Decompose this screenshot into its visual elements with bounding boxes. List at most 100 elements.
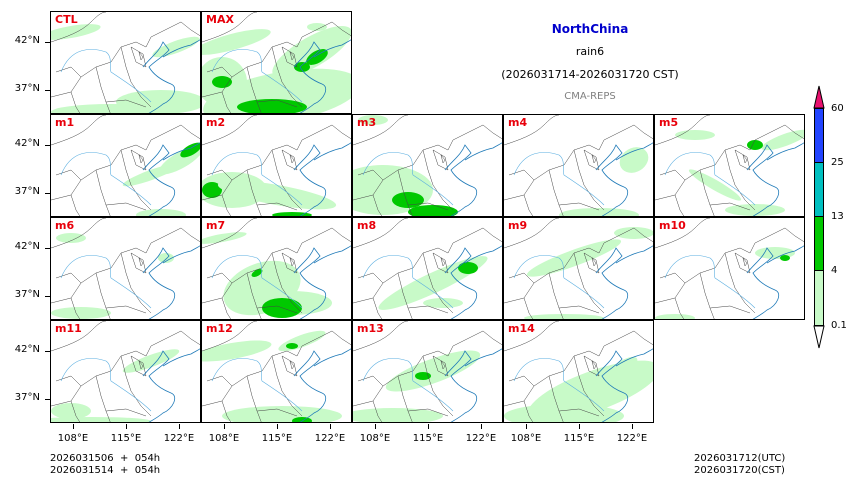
variable-label: rain6 bbox=[575, 45, 605, 58]
colorbar-segment-25-60 bbox=[814, 108, 824, 163]
precip-map bbox=[655, 218, 804, 319]
panel-label: m11 bbox=[55, 322, 82, 335]
panel-label: m1 bbox=[55, 116, 75, 129]
lat-tick-label: 42°N bbox=[14, 35, 40, 46]
map-panel: m10 bbox=[654, 217, 805, 320]
map-panel: m14 bbox=[503, 320, 654, 423]
panel-label: m4 bbox=[508, 116, 528, 129]
precip-map bbox=[353, 115, 502, 216]
lon-tick-label: 108°E bbox=[57, 433, 89, 444]
lat-tick-mark bbox=[45, 296, 50, 297]
panel-label: CTL bbox=[55, 13, 78, 26]
panel-label: m6 bbox=[55, 219, 75, 232]
lat-tick-mark bbox=[45, 90, 50, 91]
colorbar-max-arrow bbox=[813, 85, 825, 109]
colorbar-label: 60 bbox=[831, 103, 844, 114]
precip-map bbox=[51, 321, 200, 422]
map-panel: m1 bbox=[50, 114, 201, 217]
map-panel: m6 bbox=[50, 217, 201, 320]
lat-tick-mark bbox=[45, 351, 50, 352]
precip-map bbox=[655, 115, 804, 216]
colorbar-label: 13 bbox=[831, 211, 844, 222]
precip-map bbox=[353, 218, 502, 319]
lon-tick-label: 122°E bbox=[314, 433, 346, 444]
chart-title: NorthChina bbox=[551, 22, 629, 36]
period-label: (2026031714-2026031720 CST) bbox=[501, 68, 679, 81]
model-label: CMA-REPS bbox=[564, 91, 616, 102]
lon-tick-label: 122°E bbox=[163, 433, 195, 444]
map-panel: m12 bbox=[201, 320, 352, 423]
valid-cst: 2026031720(CST) bbox=[694, 465, 785, 476]
lon-tick-mark bbox=[481, 424, 482, 429]
lon-tick-label: 122°E bbox=[616, 433, 648, 444]
colorbar-segment-4-13 bbox=[814, 216, 824, 271]
precip-map bbox=[504, 218, 653, 319]
lon-tick-label: 108°E bbox=[359, 433, 391, 444]
lon-tick-mark bbox=[579, 424, 580, 429]
lat-tick-label: 42°N bbox=[14, 344, 40, 355]
precip-map bbox=[353, 321, 502, 422]
lat-tick-label: 37°N bbox=[14, 83, 40, 94]
lat-tick-label: 37°N bbox=[14, 392, 40, 403]
colorbar-segment-0.1-4 bbox=[814, 270, 824, 326]
lat-tick-mark bbox=[45, 42, 50, 43]
precip-map bbox=[51, 115, 200, 216]
colorbar-min-arrow bbox=[813, 325, 825, 349]
lon-tick-mark bbox=[126, 424, 127, 429]
lon-tick-label: 122°E bbox=[465, 433, 497, 444]
map-panel: m11 bbox=[50, 320, 201, 423]
panel-label: m12 bbox=[206, 322, 233, 335]
init-time-info: 2026031506 + 054h 2026031514 + 054h bbox=[50, 453, 160, 477]
panel-label: m5 bbox=[659, 116, 679, 129]
valid-utc: 2026031712(UTC) bbox=[694, 453, 786, 464]
lon-tick-mark bbox=[428, 424, 429, 429]
lon-tick-label: 115°E bbox=[110, 433, 142, 444]
lon-tick-mark bbox=[632, 424, 633, 429]
lon-tick-label: 115°E bbox=[412, 433, 444, 444]
map-panel: CTL bbox=[50, 11, 201, 114]
map-panel: MAX bbox=[201, 11, 352, 114]
colorbar-label: 4 bbox=[831, 265, 838, 276]
panel-label: MAX bbox=[206, 13, 234, 26]
panel-label: m8 bbox=[357, 219, 377, 232]
lat-tick-mark bbox=[45, 399, 50, 400]
panel-label: m3 bbox=[357, 116, 377, 129]
init-line-1: 2026031506 + 054h bbox=[50, 453, 161, 464]
map-panel: m7 bbox=[201, 217, 352, 320]
lon-tick-mark bbox=[277, 424, 278, 429]
precip-map bbox=[202, 218, 351, 319]
lon-tick-mark bbox=[179, 424, 180, 429]
panel-label: m14 bbox=[508, 322, 535, 335]
lon-tick-label: 115°E bbox=[563, 433, 595, 444]
lon-tick-mark bbox=[330, 424, 331, 429]
lat-tick-label: 42°N bbox=[14, 241, 40, 252]
panel-label: m13 bbox=[357, 322, 384, 335]
precip-map bbox=[504, 321, 653, 422]
lat-tick-label: 37°N bbox=[14, 289, 40, 300]
colorbar-label: 25 bbox=[831, 157, 844, 168]
lon-tick-mark bbox=[526, 424, 527, 429]
lat-tick-mark bbox=[45, 248, 50, 249]
precip-map bbox=[202, 12, 351, 113]
panel-label: m9 bbox=[508, 219, 528, 232]
init-line-2: 2026031514 + 054h bbox=[50, 465, 161, 476]
lat-tick-label: 37°N bbox=[14, 186, 40, 197]
precip-map bbox=[202, 321, 351, 422]
precip-map bbox=[202, 115, 351, 216]
panel-label: m2 bbox=[206, 116, 226, 129]
lon-tick-label: 115°E bbox=[261, 433, 293, 444]
map-panel: m13 bbox=[352, 320, 503, 423]
map-panel: m4 bbox=[503, 114, 654, 217]
map-panel: m5 bbox=[654, 114, 805, 217]
precip-map bbox=[51, 218, 200, 319]
lon-tick-label: 108°E bbox=[208, 433, 240, 444]
valid-time-info: 2026031712(UTC) 2026031720(CST) bbox=[694, 453, 785, 477]
precip-map bbox=[51, 12, 200, 113]
colorbar-label: 0.1 bbox=[831, 320, 847, 331]
map-panel: m3 bbox=[352, 114, 503, 217]
map-panel: m8 bbox=[352, 217, 503, 320]
lon-tick-label: 108°E bbox=[510, 433, 542, 444]
colorbar-segment-13-25 bbox=[814, 162, 824, 217]
lon-tick-mark bbox=[73, 424, 74, 429]
lon-tick-mark bbox=[375, 424, 376, 429]
